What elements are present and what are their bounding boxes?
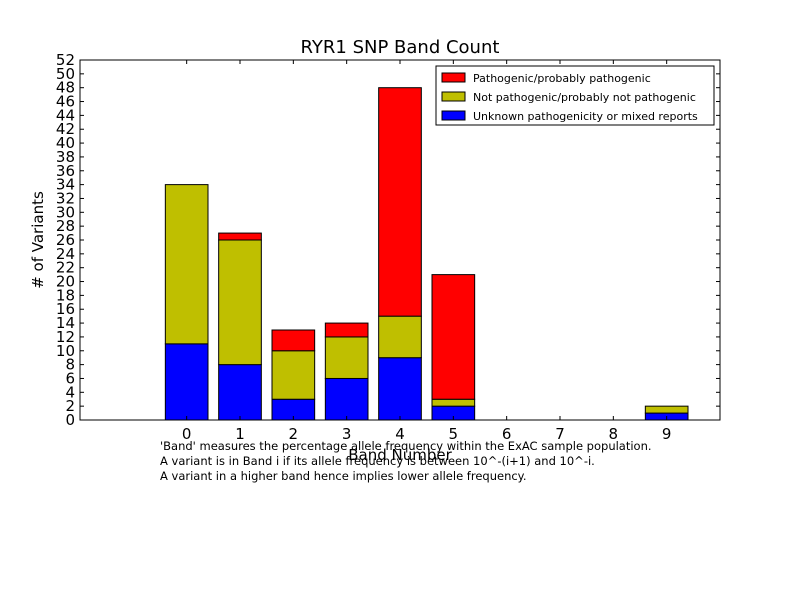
y-tick-label: 18 [56, 286, 75, 304]
x-axis-label: Band Number [348, 446, 452, 464]
legend-label: Pathogenic/probably pathogenic [473, 72, 651, 85]
bar-band-5-series-1 [431, 398, 476, 407]
y-tick-label: 50 [56, 65, 75, 83]
bar-band-5-series-2 [431, 274, 476, 400]
y-tick-label: 6 [65, 369, 75, 387]
y-tick-label: 10 [56, 342, 75, 360]
y-tick-label: 20 [56, 273, 75, 291]
y-tick-label: 36 [56, 162, 75, 180]
x-tick-label: 2 [289, 425, 299, 443]
y-axis-label: # of Variants [29, 191, 47, 289]
x-tick-label: 9 [662, 425, 672, 443]
x-tick-label: 8 [609, 425, 619, 443]
y-tick-label: 42 [56, 120, 75, 138]
y-axis-ticks: 0246810121416182022242628303234363840424… [56, 51, 720, 429]
y-tick-label: 44 [56, 106, 75, 124]
y-tick-label: 52 [56, 51, 75, 69]
x-tick-label: 1 [235, 425, 245, 443]
bar-band-2-series-1 [271, 350, 316, 400]
y-tick-label: 30 [56, 203, 75, 221]
y-tick-label: 14 [56, 314, 75, 332]
bar-band-3-series-1 [324, 336, 369, 379]
y-tick-label: 38 [56, 148, 75, 166]
legend-label: Not pathogenic/probably not pathogenic [473, 91, 696, 104]
x-tick-label: 0 [182, 425, 192, 443]
note-line-1: 'Band' measures the percentage allele fr… [160, 439, 652, 453]
bar-band-0-series-1 [164, 184, 209, 345]
y-tick-label: 16 [56, 300, 75, 318]
legend-box [435, 65, 715, 126]
x-tick-label: 5 [449, 425, 459, 443]
bar-band-4-series-1 [378, 315, 422, 359]
y-tick-label: 0 [65, 411, 75, 429]
y-tick-label: 40 [56, 134, 75, 152]
y-tick-label: 32 [56, 189, 75, 207]
legend-label: Unknown pathogenicity or mixed reports [473, 110, 698, 123]
bar-band-4-series-2 [378, 87, 422, 317]
x-tick-label: 3 [342, 425, 352, 443]
y-tick-label: 4 [65, 383, 75, 401]
legend-swatch [441, 110, 466, 121]
x-tick-label: 7 [555, 425, 565, 443]
y-tick-label: 8 [65, 356, 75, 374]
legend-swatch [441, 91, 466, 102]
note-line-3: A variant in a higher band hence implies… [160, 469, 527, 483]
legend: Pathogenic/probably pathogenic Not pathog… [435, 65, 715, 126]
bar-band-1-series-2 [218, 232, 262, 241]
chart-title: RYR1 SNP Band Count [301, 37, 500, 58]
y-tick-label: 12 [56, 328, 75, 346]
bar-band-4-series-0 [378, 357, 422, 421]
y-tick-label: 46 [56, 93, 75, 111]
y-tick-label: 2 [65, 397, 75, 415]
y-tick-label: 28 [56, 217, 75, 235]
y-tick-label: 48 [56, 79, 75, 97]
y-tick-label: 24 [56, 245, 75, 263]
legend-swatch [441, 72, 466, 83]
bar-band-1-series-1 [218, 239, 262, 366]
x-tick-label: 6 [502, 425, 512, 443]
bar-band-9-series-1 [644, 405, 689, 414]
y-tick-label: 34 [56, 176, 75, 194]
band-explanation-note: 'Band' measures the percentage allele fr… [160, 439, 652, 484]
bars-group [164, 87, 689, 421]
note-line-2: A variant is in Band i if its allele fre… [160, 454, 595, 468]
y-tick-label: 22 [56, 259, 75, 277]
bar-band-2-series-2 [271, 329, 316, 352]
bar-band-3-series-0 [324, 377, 369, 421]
y-tick-label: 26 [56, 231, 75, 249]
x-tick-label: 4 [395, 425, 405, 443]
x-axis-ticks: 0 1 2 3 4 5 6 7 8 9 [182, 60, 672, 443]
bar-band-1-series-0 [218, 364, 262, 421]
bar-band-0-series-0 [164, 343, 209, 421]
bar-band-3-series-2 [324, 322, 369, 338]
